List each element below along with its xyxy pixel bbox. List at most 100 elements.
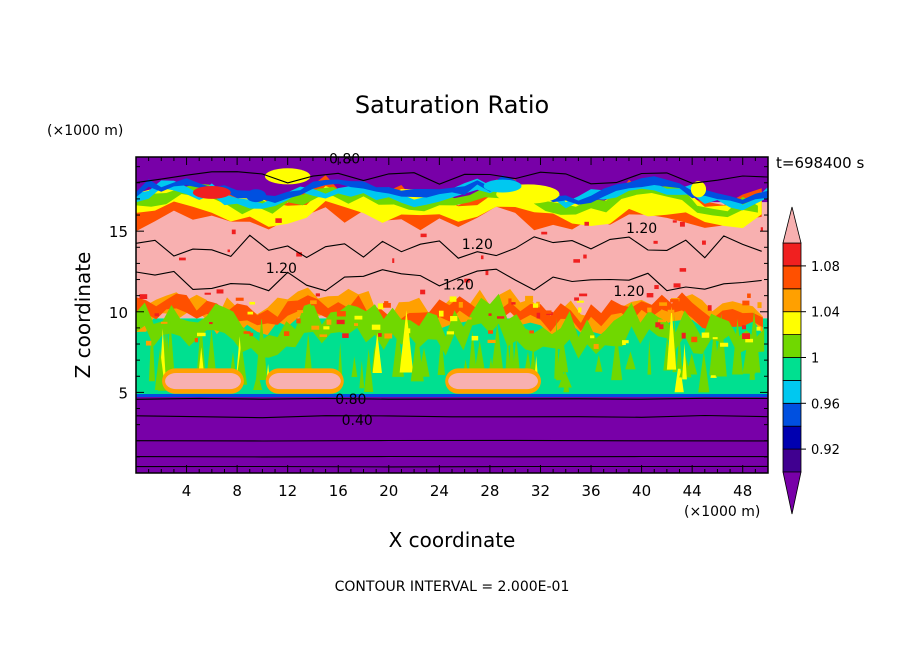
cloud-cell xyxy=(253,372,263,390)
contour-label: 1.20 xyxy=(613,284,644,300)
x-axis-title: X coordinate xyxy=(389,528,516,552)
x-tick-label: 4 xyxy=(182,482,192,500)
speck xyxy=(227,249,230,253)
speck xyxy=(377,303,385,310)
colorbar-segment xyxy=(782,425,802,450)
speck xyxy=(720,342,729,347)
upper-blob xyxy=(264,168,311,185)
contour-labels: 0.80 1.20 1.20 1.20 1.20 1.20 0.80 0.40 xyxy=(266,152,657,429)
contour-label: 0.40 xyxy=(342,413,373,429)
speck xyxy=(622,340,629,344)
cloud-cell xyxy=(682,343,687,380)
cloud-cell xyxy=(508,319,515,372)
speck xyxy=(471,335,479,341)
upper-edge-green xyxy=(136,183,758,218)
speck xyxy=(657,319,667,323)
contour-label: 1.20 xyxy=(626,221,657,237)
speck xyxy=(574,297,579,301)
speck xyxy=(536,312,541,319)
x-tick-label: 24 xyxy=(430,482,449,500)
cloud-cell xyxy=(709,326,720,376)
band-lower-dry xyxy=(136,395,768,473)
speck xyxy=(584,221,589,226)
colorbar-segment xyxy=(782,311,802,336)
speck xyxy=(466,317,472,320)
x-tick-label: 20 xyxy=(379,482,398,500)
x-tick-label: 44 xyxy=(683,482,702,500)
speck xyxy=(646,293,654,298)
colorbar-label: 1.04 xyxy=(811,306,840,321)
speck xyxy=(296,252,302,257)
speck xyxy=(384,333,393,339)
colorbar-segment xyxy=(782,334,802,358)
boundary-base-line xyxy=(136,394,768,397)
colorbar-segment xyxy=(782,379,802,404)
contour-label: 0.80 xyxy=(329,152,360,168)
contour-lines xyxy=(136,171,768,468)
cloud-cell xyxy=(372,332,382,373)
speck xyxy=(760,227,763,232)
speck xyxy=(529,330,534,334)
x-axis-ticks: 4 8 12 16 20 24 28 32 36 40 44 48 xyxy=(148,157,756,500)
cloud-cell xyxy=(666,306,677,370)
y-tick-label: 15 xyxy=(109,223,128,241)
upper-blob xyxy=(690,181,707,198)
speck xyxy=(653,240,658,244)
cloud-cell xyxy=(686,353,698,375)
speck xyxy=(315,293,320,297)
speck xyxy=(544,310,552,314)
cloud-cell xyxy=(468,330,478,379)
surface-bump xyxy=(268,373,341,390)
speck xyxy=(249,332,254,337)
colorbar-bottom-arrow xyxy=(782,471,802,515)
cloud-cell xyxy=(674,359,684,393)
speck xyxy=(707,305,712,311)
chart-title: Saturation Ratio xyxy=(355,91,549,119)
speck xyxy=(235,297,244,301)
speck xyxy=(160,321,168,324)
speck xyxy=(480,255,484,260)
speck xyxy=(209,322,213,325)
speck xyxy=(310,300,317,305)
speck xyxy=(757,302,762,309)
speck xyxy=(667,309,675,314)
cloud-cell xyxy=(255,315,268,380)
speck xyxy=(336,319,345,325)
speck xyxy=(384,301,389,305)
speck xyxy=(311,325,320,330)
speck xyxy=(681,332,686,339)
cloud-cell xyxy=(558,370,572,388)
upper-blob xyxy=(245,189,267,203)
speck xyxy=(383,302,391,308)
cloud-cell xyxy=(742,332,756,374)
speck xyxy=(392,258,395,263)
cloud-cell xyxy=(647,339,652,375)
x-tick-label: 48 xyxy=(733,482,752,500)
speck xyxy=(673,283,681,288)
colorbar-segment xyxy=(782,265,802,290)
speck xyxy=(691,336,698,343)
colorbar: 0.92 0.96 1 1.04 1.08 xyxy=(782,206,840,515)
speck xyxy=(485,270,489,276)
speck xyxy=(420,289,426,295)
colorbar-segment xyxy=(782,357,802,381)
contour-interval-note: CONTOUR INTERVAL = 2.000E-01 xyxy=(335,579,570,595)
speck xyxy=(487,339,496,344)
speck xyxy=(511,302,516,305)
x-tick-label: 36 xyxy=(581,482,600,500)
speck xyxy=(576,300,584,303)
field-bands xyxy=(136,157,768,473)
speck xyxy=(154,313,159,317)
contour-label: 1.20 xyxy=(462,237,493,253)
speck xyxy=(283,331,290,336)
speck xyxy=(449,296,457,302)
contour-1.20-upper xyxy=(136,234,762,259)
speck xyxy=(275,218,282,223)
contour-label: 0.80 xyxy=(335,392,366,408)
contour-0.40 xyxy=(136,414,768,419)
speck xyxy=(747,293,751,298)
x-tick-label: 8 xyxy=(232,482,242,500)
contour-0.80-low xyxy=(136,397,768,400)
cloud-top-red xyxy=(136,292,763,333)
speck xyxy=(323,326,330,330)
